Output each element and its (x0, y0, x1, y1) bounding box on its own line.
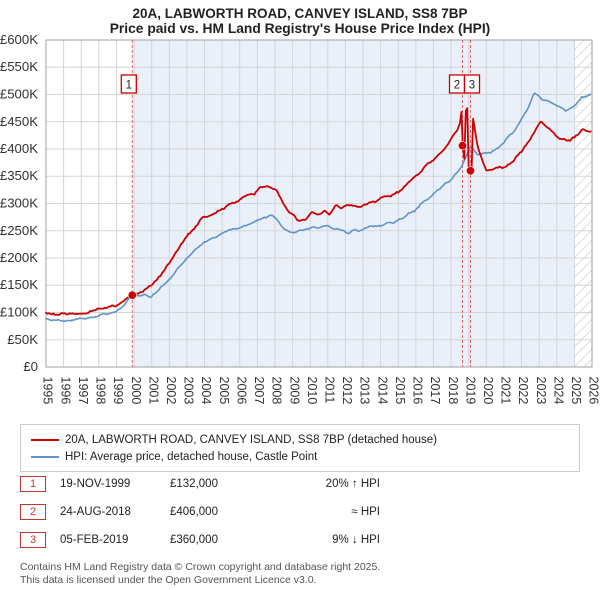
svg-text:2013: 2013 (358, 377, 372, 405)
svg-text:2008: 2008 (270, 377, 284, 405)
svg-text:2001: 2001 (146, 377, 160, 405)
svg-text:2024: 2024 (552, 377, 566, 405)
svg-text:2002: 2002 (164, 377, 178, 405)
svg-text:£600K: £600K (0, 32, 38, 47)
svg-text:£400K: £400K (0, 141, 38, 156)
svg-text:2021: 2021 (499, 377, 513, 405)
svg-text:3: 3 (469, 80, 475, 92)
svg-text:2018: 2018 (446, 377, 460, 405)
svg-text:£300K: £300K (0, 196, 38, 211)
svg-text:2019: 2019 (463, 377, 477, 405)
svg-text:2026: 2026 (587, 377, 600, 405)
svg-text:£150K: £150K (0, 277, 38, 292)
svg-text:£350K: £350K (0, 168, 38, 183)
svg-text:£500K: £500K (0, 87, 38, 102)
svg-text:1998: 1998 (94, 377, 108, 405)
svg-text:2015: 2015 (393, 377, 407, 405)
svg-text:1: 1 (126, 80, 132, 92)
svg-text:2007: 2007 (252, 377, 266, 405)
svg-text:1996: 1996 (58, 377, 72, 405)
svg-text:2011: 2011 (323, 377, 337, 404)
svg-text:2017: 2017 (428, 377, 442, 405)
svg-text:1999: 1999 (111, 377, 125, 405)
svg-text:£50K: £50K (7, 332, 38, 347)
svg-text:1995: 1995 (41, 377, 55, 405)
svg-text:2010: 2010 (305, 377, 319, 405)
svg-text:2022: 2022 (516, 377, 530, 405)
svg-text:2025: 2025 (569, 377, 583, 405)
svg-text:2012: 2012 (340, 377, 354, 405)
svg-text:2016: 2016 (411, 377, 425, 405)
svg-text:2000: 2000 (129, 377, 143, 405)
svg-text:2006: 2006 (234, 377, 248, 405)
svg-text:£200K: £200K (0, 250, 38, 265)
svg-text:2003: 2003 (182, 377, 196, 405)
svg-text:2005: 2005 (217, 377, 231, 405)
svg-text:1997: 1997 (76, 377, 90, 405)
svg-text:2009: 2009 (287, 377, 301, 405)
svg-text:£100K: £100K (0, 305, 38, 320)
svg-text:£550K: £550K (0, 59, 38, 74)
svg-text:£450K: £450K (0, 114, 38, 129)
svg-text:£0: £0 (23, 359, 38, 374)
svg-text:2023: 2023 (534, 377, 548, 405)
svg-text:2: 2 (454, 80, 460, 92)
svg-text:2004: 2004 (199, 377, 213, 405)
svg-text:2014: 2014 (375, 377, 389, 405)
svg-text:2020: 2020 (481, 377, 495, 405)
svg-text:£250K: £250K (0, 223, 38, 238)
